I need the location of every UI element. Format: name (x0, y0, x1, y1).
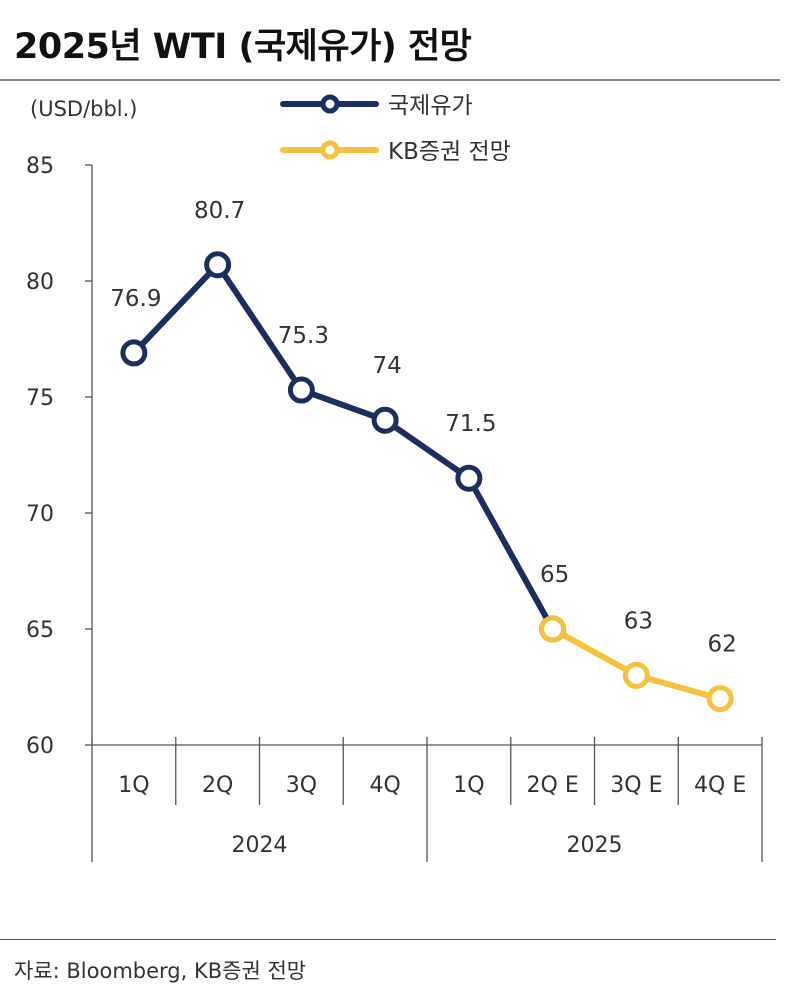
chart-title: 2025년 WTI (국제유가) 전망 (14, 27, 472, 67)
source-note: 자료: Bloomberg, KB증권 전망 (14, 959, 307, 983)
data-label: 80.7 (194, 198, 245, 224)
data-point (455, 464, 483, 492)
line-chart: 60 65 70 75 80 85 1Q 2Q 3Q 4Q 1Q 2Q E 3Q E 4Q E 2024 20… (26, 93, 763, 862)
title-divider (0, 79, 780, 81)
data-label: 71.5 (445, 411, 496, 437)
data-point (204, 251, 232, 279)
data-point (120, 339, 148, 367)
legend-marker (320, 94, 340, 114)
x-tick-label: 3Q E (610, 773, 662, 798)
data-point (371, 406, 399, 434)
data-point (539, 615, 567, 643)
x-tick-label: 3Q (286, 773, 317, 798)
data-point (622, 661, 650, 689)
y-tick-label: 65 (26, 618, 54, 643)
series-line (131, 261, 556, 631)
x-tick-label: 4Q E (694, 773, 746, 798)
footer-divider (0, 939, 776, 940)
x-tick-label: 4Q (369, 773, 400, 798)
y-tick-label: 75 (26, 386, 54, 411)
y-tick-label: 70 (26, 502, 54, 527)
y-tick-label: 80 (26, 270, 54, 295)
legend-marker (320, 140, 340, 160)
data-point (287, 376, 315, 404)
y-tick-label: 60 (26, 734, 54, 759)
group-label: 2024 (232, 833, 288, 858)
data-point (706, 685, 734, 713)
x-tick-label: 1Q (118, 773, 149, 798)
legend-label: 국제유가 (388, 93, 473, 119)
y-axis-unit-label: (USD/bbl.) (30, 97, 138, 121)
data-label: 62 (707, 632, 736, 658)
x-tick-label: 2Q (202, 773, 233, 798)
y-tick-label: 85 (26, 154, 54, 179)
data-label: 76.9 (110, 286, 161, 312)
group-label: 2025 (567, 833, 623, 858)
legend-label: KB증권 전망 (388, 139, 511, 165)
data-label: 63 (624, 608, 653, 634)
data-label: 74 (372, 353, 401, 379)
data-label: 75.3 (278, 323, 329, 349)
data-label: 65 (540, 562, 569, 588)
x-tick-label: 1Q (453, 773, 484, 798)
x-tick-label: 2Q E (527, 773, 579, 798)
